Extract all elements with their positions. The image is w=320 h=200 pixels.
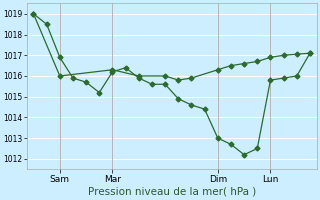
X-axis label: Pression niveau de la mer( hPa ): Pression niveau de la mer( hPa ) [88,187,256,197]
